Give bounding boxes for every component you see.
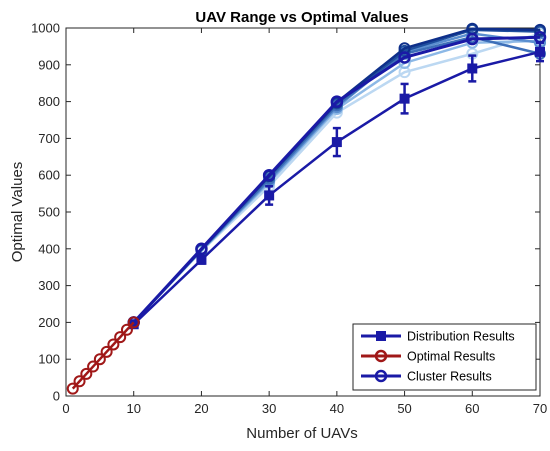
plot-area: 0 10 20 30 40 50 60 700100200300400500600700800… <box>31 21 547 417</box>
chart-title: UAV Range vs Optimal Values <box>195 9 408 26</box>
legend-marker <box>374 369 388 383</box>
y-tick-label: 200 <box>38 315 60 330</box>
cluster-point <box>195 242 208 256</box>
cluster-point <box>398 51 411 64</box>
legend-label: Distribution Results <box>407 330 515 344</box>
y-tick-label: 0 <box>53 389 60 404</box>
cluster-series-line <box>132 35 541 324</box>
distribution-point <box>399 93 410 104</box>
optimal-point <box>87 360 100 373</box>
legend-label: Cluster Results <box>407 370 492 384</box>
legend-item: Distribution Results <box>361 330 515 344</box>
y-tick-label: 500 <box>38 205 60 220</box>
legend-item: Cluster Results <box>361 370 492 384</box>
y-tick-label: 400 <box>38 241 60 256</box>
legend-label: Optimal Results <box>407 350 495 364</box>
y-tick-label: 100 <box>38 352 60 367</box>
optimal-point <box>93 353 106 366</box>
x-tick-label: 10 <box>126 401 140 416</box>
legend-marker <box>376 331 386 341</box>
optimal-point <box>127 316 140 329</box>
background-series-marker <box>534 23 546 36</box>
x-tick-label: 70 <box>533 401 547 416</box>
optimal-point <box>114 331 127 344</box>
optimal-point <box>80 367 93 380</box>
x-tick-label: 0 <box>62 401 69 416</box>
distribution-point <box>535 46 545 57</box>
x-tick-label: 30 <box>262 401 276 416</box>
legend-marker <box>374 349 388 363</box>
cluster-point <box>466 32 479 46</box>
y-tick-label: 700 <box>38 131 60 146</box>
x-tick-label: 20 <box>194 401 208 416</box>
x-tick-label: 40 <box>330 401 344 416</box>
x-axis-label: Number of UAVs <box>246 425 357 442</box>
optimal-point <box>120 323 133 336</box>
distribution-point <box>331 137 342 148</box>
x-tick-label: 50 <box>397 401 411 416</box>
distribution-point <box>264 190 275 201</box>
y-tick-label: 300 <box>38 278 60 293</box>
optimal-point <box>66 382 79 395</box>
y-tick-label: 800 <box>38 94 60 109</box>
cluster-point <box>533 30 547 44</box>
optimal-point <box>73 375 86 388</box>
y-axis-label: Optimal Values <box>9 162 26 263</box>
y-tick-label: 1000 <box>31 21 60 36</box>
optimal-point <box>107 338 120 351</box>
y-tick-label: 600 <box>38 168 60 183</box>
cluster-point <box>330 95 344 108</box>
distribution-point <box>196 254 207 265</box>
x-tick-label: 60 <box>465 401 479 416</box>
distribution-point <box>467 63 478 74</box>
optimal-point <box>100 345 113 358</box>
cluster-point <box>262 168 276 182</box>
legend: Distribution Results Optimal Results Clust… <box>352 323 537 391</box>
legend-item: Optimal Results <box>361 350 495 364</box>
y-tick-label: 900 <box>38 57 60 72</box>
